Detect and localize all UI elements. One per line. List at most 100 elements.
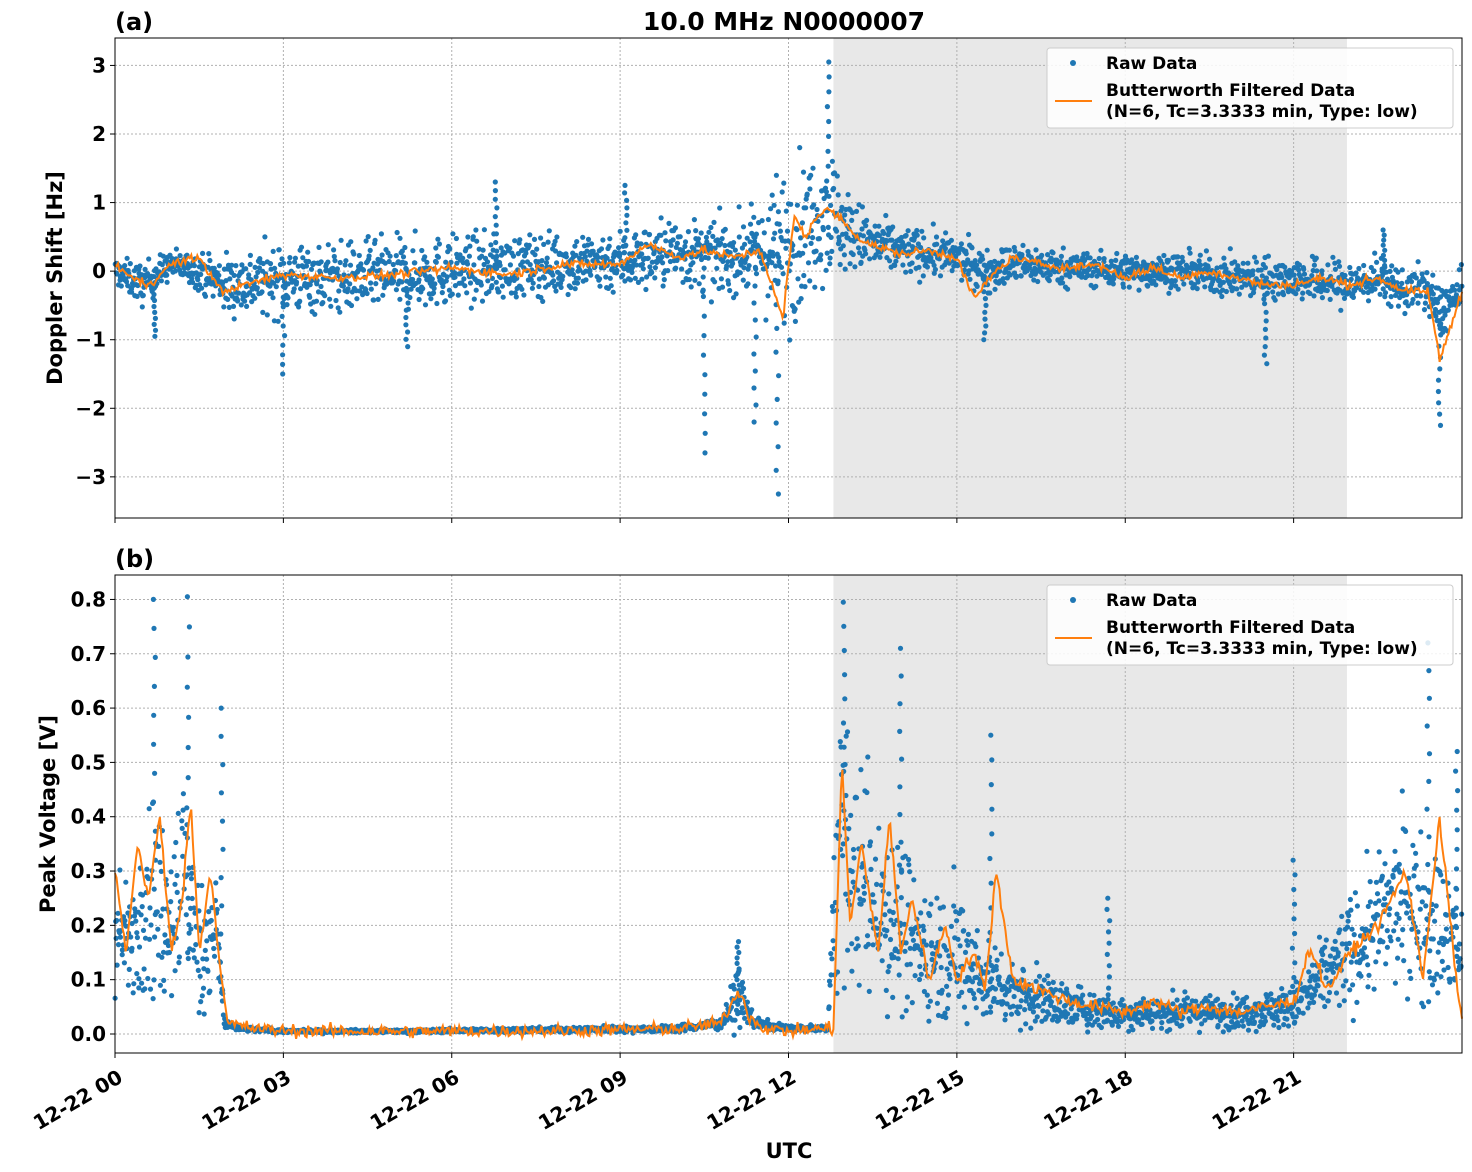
- raw-data-point: [541, 241, 547, 247]
- raw-data-point: [912, 973, 918, 979]
- raw-data-point: [136, 976, 142, 982]
- raw-data-point: [706, 229, 712, 235]
- raw-data-point: [153, 266, 159, 272]
- raw-data-point: [342, 262, 348, 268]
- raw-data-point: [1149, 1025, 1156, 1031]
- raw-data-spike-point: [700, 274, 706, 280]
- raw-data-point: [828, 234, 834, 240]
- raw-data-point: [399, 248, 405, 254]
- raw-data-point: [351, 251, 357, 257]
- raw-data-point: [590, 248, 596, 254]
- raw-data-point: [248, 277, 254, 283]
- raw-data-point: [510, 253, 517, 259]
- raw-data-point: [142, 986, 148, 992]
- raw-data-point: [876, 232, 883, 239]
- raw-data-point: [574, 280, 581, 286]
- raw-data-point: [123, 879, 129, 885]
- raw-data-point: [1443, 288, 1449, 294]
- raw-data-point: [1036, 973, 1043, 979]
- raw-data-point: [159, 262, 165, 268]
- raw-data-point: [639, 261, 646, 267]
- raw-data-point: [327, 296, 333, 302]
- raw-data-point: [168, 869, 174, 875]
- raw-data-point: [272, 265, 278, 271]
- raw-data-point: [127, 261, 133, 267]
- raw-data-point: [440, 283, 446, 290]
- raw-data-point: [887, 936, 894, 943]
- raw-data-point: [1074, 254, 1080, 260]
- raw-data-point: [828, 202, 834, 208]
- raw-data-point: [450, 231, 456, 237]
- raw-data-point: [708, 224, 714, 231]
- raw-data-point: [672, 225, 679, 231]
- raw-data-point: [934, 241, 940, 247]
- raw-data-point: [668, 242, 674, 248]
- raw-data-point: [231, 316, 237, 322]
- raw-data-spike-point: [981, 275, 987, 281]
- raw-data-point: [1195, 279, 1201, 285]
- raw-data-point: [845, 947, 851, 953]
- raw-data-spike-point: [152, 333, 158, 339]
- raw-data-point: [1234, 995, 1240, 1002]
- raw-data-point: [750, 243, 756, 249]
- raw-data-point: [460, 255, 466, 261]
- raw-data-point: [1458, 262, 1464, 268]
- raw-data-point: [740, 277, 746, 283]
- raw-data-point: [333, 297, 339, 304]
- raw-data-point: [783, 245, 789, 251]
- raw-data-point: [1223, 266, 1229, 272]
- panel-a-x-ticks: [114, 518, 1295, 523]
- raw-data-spike-point: [403, 314, 409, 321]
- raw-data-point: [929, 940, 935, 946]
- raw-data-point: [256, 265, 262, 271]
- panel-a-ytick-label: 1: [92, 191, 106, 215]
- raw-data-point: [216, 272, 222, 278]
- raw-data-point: [1145, 283, 1151, 289]
- raw-data-point: [507, 262, 513, 268]
- raw-data-point: [191, 263, 197, 269]
- raw-data-point: [703, 234, 710, 240]
- raw-data-point: [464, 261, 471, 267]
- raw-data-point: [1341, 295, 1348, 301]
- raw-data-spike-point: [775, 491, 782, 497]
- raw-data-point: [795, 276, 801, 282]
- raw-data-point: [1325, 262, 1331, 268]
- raw-data-point: [811, 202, 817, 208]
- raw-data-point: [737, 270, 743, 276]
- raw-data-point: [1023, 1021, 1029, 1027]
- raw-data-point: [158, 868, 164, 875]
- raw-data-point: [733, 291, 739, 297]
- raw-data-point: [428, 296, 434, 302]
- raw-data-point: [1067, 274, 1073, 280]
- raw-data-point: [665, 268, 671, 274]
- raw-data-point: [1108, 258, 1114, 264]
- raw-data-point: [328, 303, 334, 309]
- raw-data-point: [500, 294, 506, 300]
- raw-data-point: [527, 232, 533, 238]
- raw-data-point: [1252, 254, 1258, 260]
- raw-data-point: [959, 277, 965, 283]
- raw-data-point: [1332, 260, 1338, 266]
- raw-data-point: [906, 241, 912, 247]
- raw-data-point: [714, 265, 720, 271]
- panel-a-ylabel: Doppler Shift [Hz]: [43, 171, 67, 385]
- raw-data-point: [512, 290, 518, 296]
- raw-data-point: [974, 928, 980, 934]
- raw-data-point: [1215, 1022, 1221, 1029]
- raw-data-point: [635, 279, 642, 285]
- raw-data-point: [823, 267, 829, 273]
- raw-data-point: [927, 998, 934, 1004]
- raw-data-point: [1446, 294, 1452, 300]
- raw-data-point: [710, 233, 716, 239]
- raw-data-spike-point: [492, 214, 498, 220]
- raw-data-spike-point: [1381, 237, 1387, 243]
- raw-data-point: [1179, 1022, 1185, 1028]
- raw-data-point: [1301, 271, 1308, 277]
- raw-data-point: [849, 210, 856, 216]
- raw-data-point: [572, 243, 578, 249]
- raw-data-point: [868, 866, 874, 873]
- raw-data-point: [247, 252, 253, 258]
- raw-data-point: [185, 955, 191, 962]
- raw-data-point: [918, 971, 924, 977]
